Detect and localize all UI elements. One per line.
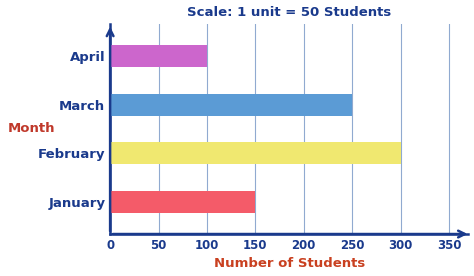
Bar [110,45,207,67]
Bar [110,94,352,116]
Bar [110,191,255,213]
Title: Scale: 1 unit = 50 Students: Scale: 1 unit = 50 Students [187,6,392,18]
Bar [110,142,401,164]
X-axis label: Number of Students: Number of Students [214,258,365,270]
Text: Month: Month [8,123,55,136]
